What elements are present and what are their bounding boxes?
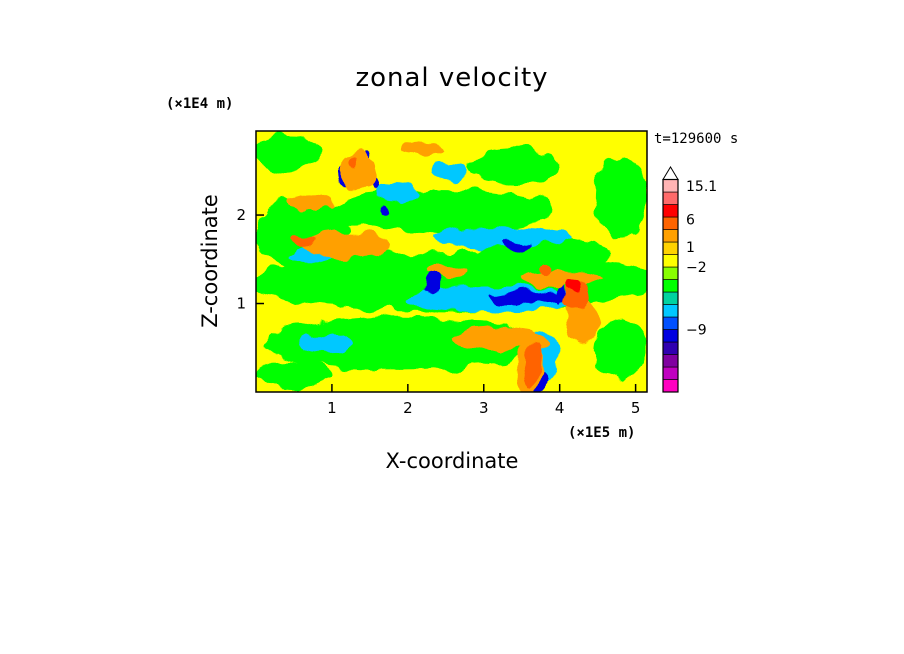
colorbar-level-1 xyxy=(662,366,679,380)
contour-region-6 xyxy=(593,157,647,238)
contour-region-37 xyxy=(290,236,313,247)
colorbar-level-14 xyxy=(662,204,679,218)
contour-field xyxy=(256,131,647,392)
x-tick-label-0: 1 xyxy=(327,399,337,417)
contour-region-25 xyxy=(502,240,534,252)
colorbar-label-2: 1 xyxy=(686,240,695,256)
colorbar-level-5 xyxy=(662,316,679,330)
contour-region-17 xyxy=(491,291,575,304)
colorbar-level-0 xyxy=(662,379,679,393)
y-tick-label-1: 2 xyxy=(236,206,246,224)
contour-region-18 xyxy=(423,275,439,297)
colorbar-level-9 xyxy=(662,266,679,280)
colorbar-level-6 xyxy=(662,304,679,318)
x-axis-ticks: 1 2 3 4 5 xyxy=(327,384,640,417)
colorbar-label-4: −9 xyxy=(686,323,707,339)
contour-region-11 xyxy=(430,225,568,249)
y-axis-label: Z-coordinate xyxy=(198,194,222,328)
x-axis-label: X-coordinate xyxy=(386,449,519,473)
contour-region-38 xyxy=(349,156,361,168)
colorbar-level-13 xyxy=(662,216,679,230)
colorbar-level-2 xyxy=(662,354,679,368)
y-axis-ticks: 12 xyxy=(236,206,264,313)
y-tick-label-0: 1 xyxy=(236,295,246,313)
colorbar-level-17 xyxy=(662,166,679,180)
contour-region-8 xyxy=(593,316,647,379)
contour-regions xyxy=(256,135,647,392)
contour-region-40 xyxy=(568,278,581,293)
contour-region-4 xyxy=(256,135,321,171)
time-label: t=129600 s xyxy=(654,131,738,147)
contour-region-2 xyxy=(324,188,553,233)
colorbar-level-12 xyxy=(662,229,679,243)
contour-region-7 xyxy=(256,361,332,388)
contour-region-32 xyxy=(286,192,332,211)
colorbar-level-8 xyxy=(662,279,679,293)
contour-region-34 xyxy=(400,141,446,156)
contour-region-13 xyxy=(373,184,420,202)
contour-region-21 xyxy=(380,205,390,216)
contour-region-33 xyxy=(426,265,465,280)
contour-region-31 xyxy=(567,299,598,344)
contour-region-15 xyxy=(430,162,469,179)
contour-region-12 xyxy=(297,333,351,354)
colorbar-level-7 xyxy=(662,291,679,305)
colorbar-label-3: −2 xyxy=(686,260,707,276)
x-tick-label-1: 2 xyxy=(403,399,413,417)
colorbar-level-11 xyxy=(662,241,679,255)
contour-region-26 xyxy=(301,233,393,259)
colorbar: 15.1 6 1 −2 −9 xyxy=(662,166,717,393)
colorbar-label-1: 6 xyxy=(686,213,695,229)
colorbar-level-4 xyxy=(662,329,679,343)
colorbar-level-16 xyxy=(662,179,679,193)
contour-region-39 xyxy=(536,262,553,274)
colorbar-frame xyxy=(662,178,679,393)
x-tick-label-2: 3 xyxy=(479,399,489,417)
plot-frame xyxy=(255,130,648,393)
x-unit-label: (×1E5 m) xyxy=(568,425,635,441)
contour-region-35 xyxy=(524,338,543,384)
chart-title: zonal velocity xyxy=(355,63,548,93)
contour-region-29 xyxy=(339,153,378,189)
colorbar-level-3 xyxy=(662,341,679,355)
contour-region-5 xyxy=(468,148,560,185)
colorbar-level-10 xyxy=(662,254,679,268)
x-tick-label-4: 5 xyxy=(631,399,641,417)
colorbar-label-0: 15.1 xyxy=(686,179,717,195)
colorbar-level-15 xyxy=(662,191,679,205)
contour-region-1 xyxy=(263,316,537,370)
y-unit-label: (×1E4 m) xyxy=(166,96,233,112)
x-tick-label-3: 4 xyxy=(555,399,565,417)
